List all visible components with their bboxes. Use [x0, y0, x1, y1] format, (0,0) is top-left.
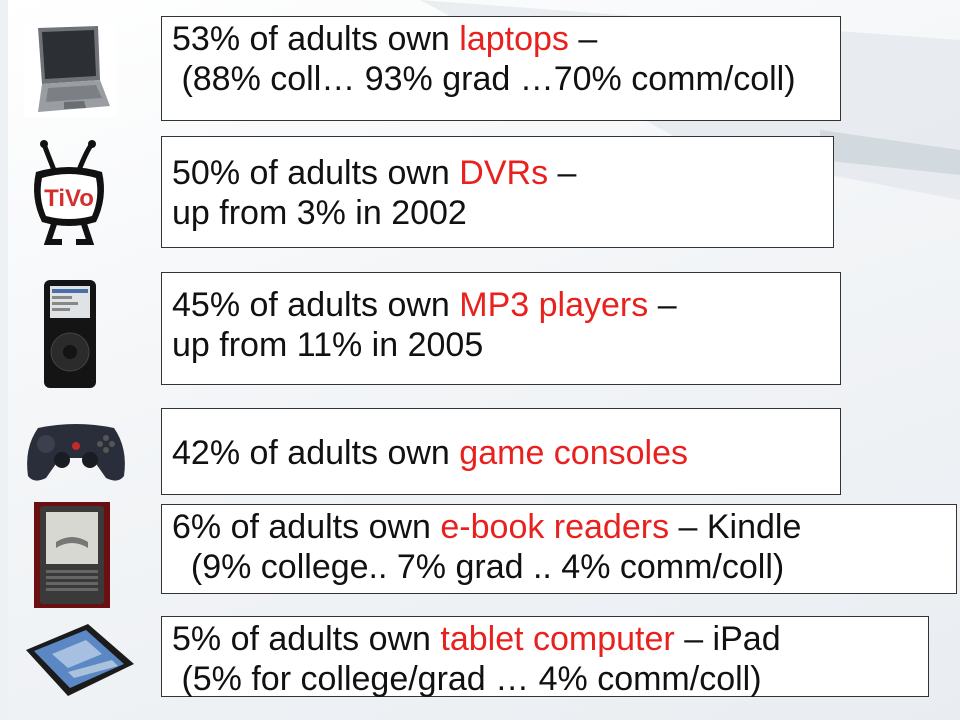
stat-line-2: up from 3% in 2002	[172, 194, 467, 232]
stat-line-1: 42% of adults own game consoles	[172, 434, 688, 472]
stat-line-2: (5% for college/grad … 4% comm/coll)	[172, 660, 762, 698]
stat-line-1: 5% of adults own tablet computer – iPad	[172, 620, 781, 658]
highlight-mp3-players: MP3 players	[459, 286, 649, 324]
kindle-ereader-icon	[34, 502, 110, 608]
stat-line-1: 53% of adults own laptops –	[172, 20, 598, 58]
stat-box-dvrs: 50% of adults own DVRs – up from 3% in 2…	[161, 136, 834, 248]
highlight-dvrs: DVRs	[459, 154, 549, 192]
ipad-tablet-icon	[22, 620, 138, 700]
tivo-dvr-icon: TiVo	[24, 138, 114, 248]
stat-line-2: up from 11% in 2005	[172, 326, 484, 364]
stat-box-tablet: 5% of adults own tablet computer – iPad …	[161, 616, 929, 698]
stat-line-2: (88% coll… 93% grad …70% comm/coll)	[172, 60, 796, 98]
stat-line-1: 45% of adults own MP3 players –	[172, 286, 677, 324]
stat-line-1: 6% of adults own e-book readers – Kindle	[172, 508, 802, 546]
svg-text:TiVo: TiVo	[44, 185, 94, 212]
highlight-ebook-readers: e-book readers	[440, 508, 670, 546]
stat-box-ebook-readers: 6% of adults own e-book readers – Kindle…	[161, 504, 957, 594]
highlight-tablet-computer: tablet computer	[440, 620, 675, 658]
stat-line-1: 50% of adults own DVRs –	[172, 154, 577, 192]
stat-box-mp3-players: 45% of adults own MP3 players – up from …	[161, 272, 841, 385]
highlight-game-consoles: game consoles	[459, 434, 688, 472]
ipod-mp3-player-icon	[40, 278, 100, 390]
stat-box-laptops: 53% of adults own laptops – (88% coll… 9…	[161, 16, 841, 121]
stat-box-game-consoles: 42% of adults own game consoles	[161, 408, 841, 495]
highlight-laptops: laptops	[459, 20, 569, 58]
stat-line-2: (9% college.. 7% grad .. 4% comm/coll)	[172, 548, 785, 586]
game-controller-icon	[24, 418, 128, 486]
laptop-icon	[24, 22, 116, 117]
